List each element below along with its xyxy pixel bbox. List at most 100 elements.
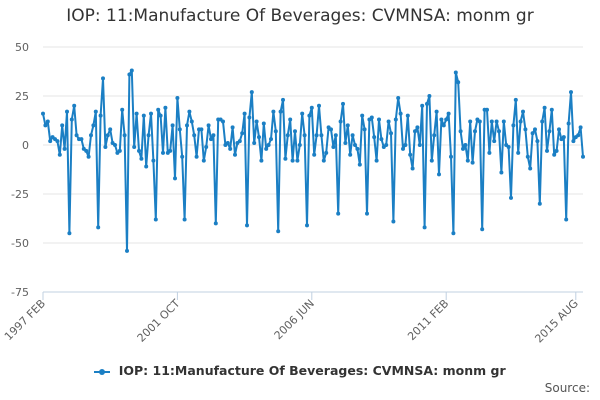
data-point[interactable] xyxy=(542,105,547,110)
data-point[interactable] xyxy=(489,119,494,124)
data-point[interactable] xyxy=(45,119,50,124)
data-point[interactable] xyxy=(129,68,134,73)
data-point[interactable] xyxy=(413,129,417,134)
data-point[interactable] xyxy=(369,115,374,120)
data-point[interactable] xyxy=(117,148,122,153)
data-point[interactable] xyxy=(173,176,177,181)
data-point[interactable] xyxy=(425,101,429,106)
data-point[interactable] xyxy=(427,94,432,98)
data-point[interactable] xyxy=(309,105,314,110)
data-point[interactable] xyxy=(261,121,266,126)
data-point[interactable] xyxy=(91,123,96,128)
data-point[interactable] xyxy=(468,119,473,124)
data-point[interactable] xyxy=(549,107,554,112)
data-point[interactable] xyxy=(525,154,530,159)
series-group[interactable] xyxy=(41,68,585,253)
data-point[interactable] xyxy=(242,111,247,116)
data-point[interactable] xyxy=(535,139,540,144)
data-point[interactable] xyxy=(288,117,293,122)
data-point[interactable] xyxy=(372,135,377,140)
data-point[interactable] xyxy=(350,133,355,138)
data-point[interactable] xyxy=(108,127,113,132)
data-point[interactable] xyxy=(297,143,302,147)
data-point[interactable] xyxy=(228,146,233,151)
data-point[interactable] xyxy=(120,107,125,112)
data-point[interactable] xyxy=(96,225,101,230)
data-point[interactable] xyxy=(343,141,348,146)
data-point[interactable] xyxy=(185,123,189,128)
data-point[interactable] xyxy=(245,223,249,228)
data-point[interactable] xyxy=(552,152,557,157)
data-point[interactable] xyxy=(209,137,213,142)
data-point[interactable] xyxy=(415,125,420,130)
data-point[interactable] xyxy=(384,143,389,147)
data-point[interactable] xyxy=(408,152,413,157)
data-point[interactable] xyxy=(509,195,513,200)
data-point[interactable] xyxy=(439,117,444,122)
data-point[interactable] xyxy=(576,133,581,138)
data-point[interactable] xyxy=(182,217,187,222)
data-point[interactable] xyxy=(43,123,48,128)
data-point[interactable] xyxy=(293,129,297,134)
data-point[interactable] xyxy=(237,139,242,144)
data-point[interactable] xyxy=(257,135,261,140)
data-point[interactable] xyxy=(422,225,427,230)
data-point[interactable] xyxy=(477,119,482,124)
data-point[interactable] xyxy=(348,152,353,157)
data-point[interactable] xyxy=(146,133,151,138)
data-point[interactable] xyxy=(365,211,369,216)
data-point[interactable] xyxy=(127,72,132,77)
data-point[interactable] xyxy=(456,80,461,85)
data-point[interactable] xyxy=(281,97,285,102)
data-point[interactable] xyxy=(437,172,441,177)
data-point[interactable] xyxy=(149,111,153,116)
data-point[interactable] xyxy=(290,158,295,163)
data-point[interactable] xyxy=(141,113,146,118)
data-point[interactable] xyxy=(470,160,475,165)
data-point[interactable] xyxy=(278,109,283,114)
data-point[interactable] xyxy=(506,144,511,149)
data-point[interactable] xyxy=(163,105,168,110)
data-point[interactable] xyxy=(453,70,458,75)
data-point[interactable] xyxy=(62,146,67,151)
data-point[interactable] xyxy=(403,143,408,147)
data-point[interactable] xyxy=(177,127,182,132)
data-point[interactable] xyxy=(336,211,341,216)
data-point[interactable] xyxy=(273,129,278,134)
data-point[interactable] xyxy=(259,158,264,163)
data-point[interactable] xyxy=(319,133,324,138)
data-point[interactable] xyxy=(511,123,516,128)
data-point[interactable] xyxy=(537,201,542,206)
data-point[interactable] xyxy=(324,150,329,155)
data-point[interactable] xyxy=(377,117,381,122)
data-point[interactable] xyxy=(333,133,338,138)
data-point[interactable] xyxy=(494,119,499,124)
data-point[interactable] xyxy=(144,164,149,169)
data-point[interactable] xyxy=(564,217,569,222)
data-point[interactable] xyxy=(41,111,45,116)
data-point[interactable] xyxy=(271,109,276,114)
data-point[interactable] xyxy=(67,231,72,236)
data-point[interactable] xyxy=(362,127,367,132)
data-point[interactable] xyxy=(312,152,317,157)
data-point[interactable] xyxy=(249,90,254,95)
data-point[interactable] xyxy=(314,133,319,138)
data-point[interactable] xyxy=(252,141,257,146)
data-point[interactable] xyxy=(497,129,501,134)
data-point[interactable] xyxy=(105,133,110,138)
data-point[interactable] xyxy=(355,146,360,151)
data-point[interactable] xyxy=(225,141,230,146)
data-point[interactable] xyxy=(65,109,69,114)
data-point[interactable] xyxy=(513,97,518,102)
data-point[interactable] xyxy=(158,113,163,118)
data-point[interactable] xyxy=(458,129,463,134)
data-point[interactable] xyxy=(69,117,74,122)
data-point[interactable] xyxy=(547,129,552,134)
data-point[interactable] xyxy=(307,113,312,118)
data-point[interactable] xyxy=(578,125,583,130)
data-point[interactable] xyxy=(451,231,456,236)
data-point[interactable] xyxy=(357,162,362,167)
data-point[interactable] xyxy=(189,119,194,124)
data-point[interactable] xyxy=(89,133,93,138)
data-point[interactable] xyxy=(501,119,506,124)
